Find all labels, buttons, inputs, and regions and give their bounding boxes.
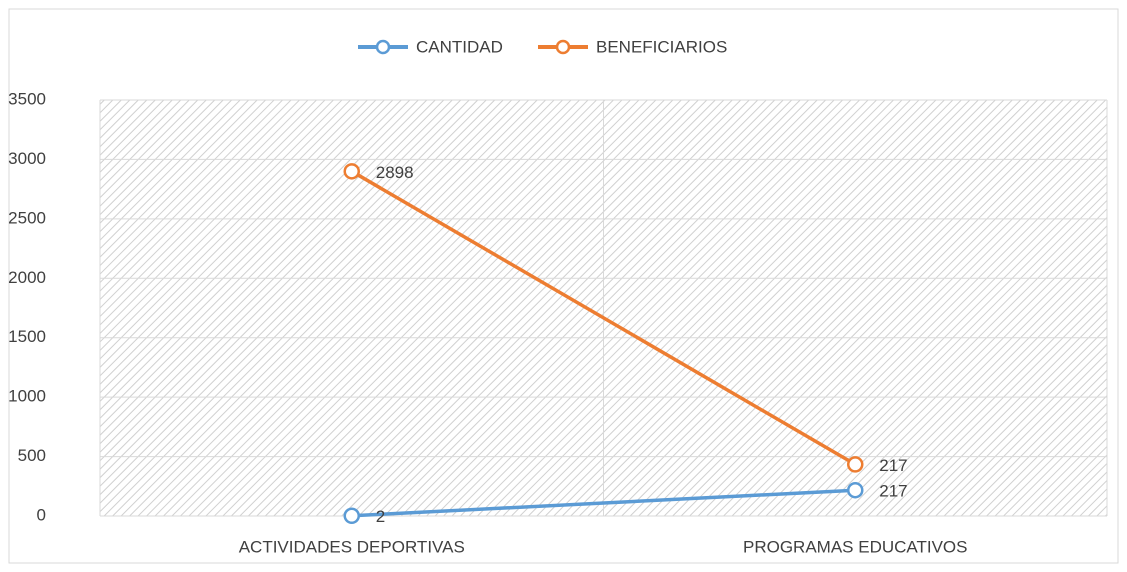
legend-marker [375, 39, 391, 55]
data-label: 2898 [376, 163, 414, 182]
y-tick-label: 0 [37, 505, 46, 524]
legend-label: BENEFICIARIOS [596, 37, 727, 56]
x-tick-label: ACTIVIDADES DEPORTIVAS [239, 537, 465, 556]
y-tick-label: 3000 [8, 149, 46, 168]
y-tick-label: 2500 [8, 208, 46, 227]
data-label: 217 [879, 456, 907, 475]
point [343, 163, 360, 180]
y-tick-label: 1500 [8, 327, 46, 346]
y-tick-label: 2000 [8, 268, 46, 287]
x-tick-label: PROGRAMAS EDUCATIVOS [743, 537, 968, 556]
legend-label: CANTIDAD [416, 37, 503, 56]
y-tick-label: 500 [18, 446, 46, 465]
series-line [350, 169, 857, 466]
data-label: 217 [879, 482, 907, 501]
point [343, 507, 360, 525]
y-tick-label: 1000 [8, 387, 46, 406]
series-line [351, 488, 856, 518]
point [847, 481, 864, 499]
data-label: 2 [376, 507, 385, 526]
point [847, 456, 864, 473]
legend-marker [555, 39, 571, 55]
y-tick-label: 3500 [8, 89, 46, 108]
